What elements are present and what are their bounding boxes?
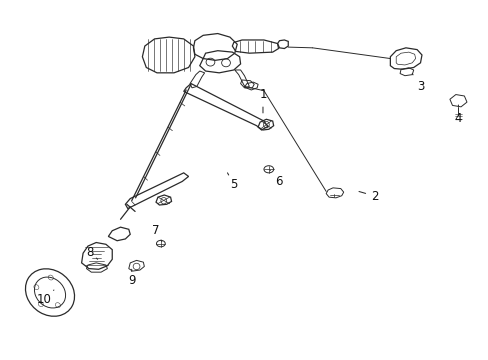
Text: 9: 9 <box>128 269 135 287</box>
Text: 1: 1 <box>259 89 266 113</box>
Text: 3: 3 <box>411 73 423 93</box>
Text: 4: 4 <box>454 105 461 125</box>
Text: 10: 10 <box>37 290 54 306</box>
Text: 8: 8 <box>86 246 98 259</box>
Text: 5: 5 <box>227 173 237 191</box>
Text: 2: 2 <box>358 190 378 203</box>
Text: 7: 7 <box>152 224 162 242</box>
Text: 6: 6 <box>270 170 282 188</box>
